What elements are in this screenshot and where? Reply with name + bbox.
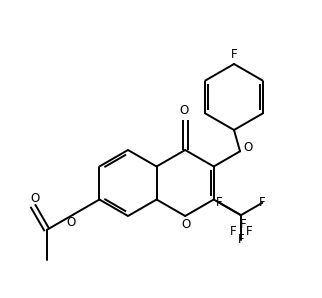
Text: O: O xyxy=(180,104,189,117)
Text: F: F xyxy=(231,47,237,60)
Text: F: F xyxy=(230,225,236,238)
Text: F: F xyxy=(259,196,266,209)
Text: F: F xyxy=(246,225,252,238)
Text: O: O xyxy=(182,218,191,232)
Text: O: O xyxy=(243,141,253,154)
Text: F: F xyxy=(238,233,244,246)
Text: O: O xyxy=(67,216,76,229)
Text: F: F xyxy=(216,196,223,209)
Text: F: F xyxy=(240,218,246,231)
Text: O: O xyxy=(30,192,39,205)
